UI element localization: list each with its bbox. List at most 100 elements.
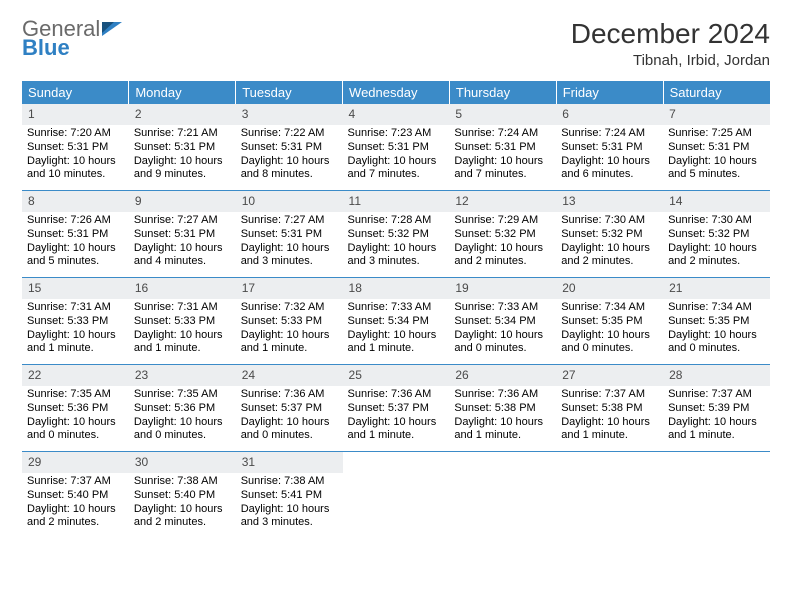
calendar-day-cell: 15Sunrise: 7:31 AMSunset: 5:33 PMDayligh… xyxy=(22,278,129,365)
calendar-day-cell: 17Sunrise: 7:32 AMSunset: 5:33 PMDayligh… xyxy=(236,278,343,365)
daylight-line: Daylight: 10 hours and 2 minutes. xyxy=(561,242,658,270)
calendar-week-row: 1Sunrise: 7:20 AMSunset: 5:31 PMDaylight… xyxy=(22,104,770,191)
day-body: Sunrise: 7:31 AMSunset: 5:33 PMDaylight:… xyxy=(129,301,236,356)
daylight-line: Daylight: 10 hours and 0 minutes. xyxy=(241,416,338,444)
sunset-line: Sunset: 5:31 PM xyxy=(241,141,338,155)
day-number: 17 xyxy=(236,278,343,299)
calendar-week-row: 29Sunrise: 7:37 AMSunset: 5:40 PMDayligh… xyxy=(22,452,770,539)
daylight-line: Daylight: 10 hours and 1 minute. xyxy=(668,416,765,444)
daylight-line: Daylight: 10 hours and 1 minute. xyxy=(27,329,124,357)
calendar-day-cell: 28Sunrise: 7:37 AMSunset: 5:39 PMDayligh… xyxy=(663,365,770,452)
daylight-line: Daylight: 10 hours and 0 minutes. xyxy=(454,329,551,357)
calendar-day-cell: 11Sunrise: 7:28 AMSunset: 5:32 PMDayligh… xyxy=(343,191,450,278)
day-number: 23 xyxy=(129,365,236,386)
day-number: 29 xyxy=(22,452,129,473)
daylight-line: Daylight: 10 hours and 0 minutes. xyxy=(561,329,658,357)
calendar-day-cell: 27Sunrise: 7:37 AMSunset: 5:38 PMDayligh… xyxy=(556,365,663,452)
day-number: 11 xyxy=(343,191,450,212)
sunrise-line: Sunrise: 7:31 AM xyxy=(27,301,124,315)
sunset-line: Sunset: 5:37 PM xyxy=(241,402,338,416)
weekday-header-row: Sunday Monday Tuesday Wednesday Thursday… xyxy=(22,81,770,104)
daylight-line: Daylight: 10 hours and 1 minute. xyxy=(561,416,658,444)
weekday-header: Saturday xyxy=(663,81,770,104)
logo-flag-icon xyxy=(102,23,122,40)
calendar-day-cell: 8Sunrise: 7:26 AMSunset: 5:31 PMDaylight… xyxy=(22,191,129,278)
sunset-line: Sunset: 5:40 PM xyxy=(27,489,124,503)
day-number: 10 xyxy=(236,191,343,212)
calendar-day-cell: . xyxy=(449,452,556,539)
sunrise-line: Sunrise: 7:30 AM xyxy=(561,214,658,228)
day-body: Sunrise: 7:38 AMSunset: 5:41 PMDaylight:… xyxy=(236,475,343,530)
day-body: Sunrise: 7:22 AMSunset: 5:31 PMDaylight:… xyxy=(236,127,343,182)
day-number: 22 xyxy=(22,365,129,386)
calendar-day-cell: . xyxy=(343,452,450,539)
day-number: 2 xyxy=(129,104,236,125)
calendar-day-cell: 12Sunrise: 7:29 AMSunset: 5:32 PMDayligh… xyxy=(449,191,556,278)
day-number: 27 xyxy=(556,365,663,386)
title-location: Tibnah, Irbid, Jordan xyxy=(571,52,770,69)
daylight-line: Daylight: 10 hours and 1 minute. xyxy=(348,329,445,357)
title-block: December 2024 Tibnah, Irbid, Jordan xyxy=(571,18,770,69)
daylight-line: Daylight: 10 hours and 0 minutes. xyxy=(668,329,765,357)
calendar-day-cell: . xyxy=(663,452,770,539)
calendar-day-cell: 9Sunrise: 7:27 AMSunset: 5:31 PMDaylight… xyxy=(129,191,236,278)
sunrise-line: Sunrise: 7:29 AM xyxy=(454,214,551,228)
calendar-day-cell: 10Sunrise: 7:27 AMSunset: 5:31 PMDayligh… xyxy=(236,191,343,278)
calendar-day-cell: 1Sunrise: 7:20 AMSunset: 5:31 PMDaylight… xyxy=(22,104,129,191)
sunrise-line: Sunrise: 7:33 AM xyxy=(348,301,445,315)
sunrise-line: Sunrise: 7:24 AM xyxy=(561,127,658,141)
day-number: 30 xyxy=(129,452,236,473)
daylight-line: Daylight: 10 hours and 4 minutes. xyxy=(134,242,231,270)
calendar-day-cell: 4Sunrise: 7:23 AMSunset: 5:31 PMDaylight… xyxy=(343,104,450,191)
day-body: Sunrise: 7:26 AMSunset: 5:31 PMDaylight:… xyxy=(22,214,129,269)
calendar-day-cell: 22Sunrise: 7:35 AMSunset: 5:36 PMDayligh… xyxy=(22,365,129,452)
day-number: 31 xyxy=(236,452,343,473)
day-body: Sunrise: 7:36 AMSunset: 5:37 PMDaylight:… xyxy=(236,388,343,443)
day-number: 18 xyxy=(343,278,450,299)
day-body: Sunrise: 7:35 AMSunset: 5:36 PMDaylight:… xyxy=(129,388,236,443)
day-body: Sunrise: 7:37 AMSunset: 5:40 PMDaylight:… xyxy=(22,475,129,530)
day-number: 6 xyxy=(556,104,663,125)
weekday-header: Thursday xyxy=(449,81,556,104)
day-number: 25 xyxy=(343,365,450,386)
day-number: 8 xyxy=(22,191,129,212)
sunset-line: Sunset: 5:31 PM xyxy=(27,141,124,155)
daylight-line: Daylight: 10 hours and 3 minutes. xyxy=(241,242,338,270)
title-month: December 2024 xyxy=(571,18,770,50)
calendar-week-row: 22Sunrise: 7:35 AMSunset: 5:36 PMDayligh… xyxy=(22,365,770,452)
daylight-line: Daylight: 10 hours and 0 minutes. xyxy=(27,416,124,444)
sunset-line: Sunset: 5:31 PM xyxy=(561,141,658,155)
header-bar: General Blue December 2024 Tibnah, Irbid… xyxy=(22,18,770,69)
calendar-day-cell: 16Sunrise: 7:31 AMSunset: 5:33 PMDayligh… xyxy=(129,278,236,365)
logo: General Blue xyxy=(22,18,122,59)
calendar-day-cell: 26Sunrise: 7:36 AMSunset: 5:38 PMDayligh… xyxy=(449,365,556,452)
sunrise-line: Sunrise: 7:25 AM xyxy=(668,127,765,141)
day-body: Sunrise: 7:24 AMSunset: 5:31 PMDaylight:… xyxy=(449,127,556,182)
day-body: Sunrise: 7:30 AMSunset: 5:32 PMDaylight:… xyxy=(663,214,770,269)
day-body: Sunrise: 7:20 AMSunset: 5:31 PMDaylight:… xyxy=(22,127,129,182)
calendar-table: Sunday Monday Tuesday Wednesday Thursday… xyxy=(22,81,770,538)
sunset-line: Sunset: 5:32 PM xyxy=(348,228,445,242)
daylight-line: Daylight: 10 hours and 2 minutes. xyxy=(454,242,551,270)
day-body: Sunrise: 7:32 AMSunset: 5:33 PMDaylight:… xyxy=(236,301,343,356)
sunrise-line: Sunrise: 7:37 AM xyxy=(668,388,765,402)
day-number: 16 xyxy=(129,278,236,299)
sunrise-line: Sunrise: 7:31 AM xyxy=(134,301,231,315)
day-body: Sunrise: 7:23 AMSunset: 5:31 PMDaylight:… xyxy=(343,127,450,182)
sunrise-line: Sunrise: 7:26 AM xyxy=(27,214,124,228)
day-body: Sunrise: 7:27 AMSunset: 5:31 PMDaylight:… xyxy=(129,214,236,269)
sunset-line: Sunset: 5:36 PM xyxy=(134,402,231,416)
calendar-week-row: 8Sunrise: 7:26 AMSunset: 5:31 PMDaylight… xyxy=(22,191,770,278)
day-number: 24 xyxy=(236,365,343,386)
calendar-day-cell: 7Sunrise: 7:25 AMSunset: 5:31 PMDaylight… xyxy=(663,104,770,191)
daylight-line: Daylight: 10 hours and 10 minutes. xyxy=(27,155,124,183)
calendar-day-cell: 21Sunrise: 7:34 AMSunset: 5:35 PMDayligh… xyxy=(663,278,770,365)
calendar-day-cell: 23Sunrise: 7:35 AMSunset: 5:36 PMDayligh… xyxy=(129,365,236,452)
calendar-day-cell: . xyxy=(556,452,663,539)
sunset-line: Sunset: 5:31 PM xyxy=(134,141,231,155)
sunset-line: Sunset: 5:33 PM xyxy=(241,315,338,329)
day-body: Sunrise: 7:24 AMSunset: 5:31 PMDaylight:… xyxy=(556,127,663,182)
sunset-line: Sunset: 5:33 PM xyxy=(27,315,124,329)
sunset-line: Sunset: 5:41 PM xyxy=(241,489,338,503)
weekday-header: Sunday xyxy=(22,81,129,104)
